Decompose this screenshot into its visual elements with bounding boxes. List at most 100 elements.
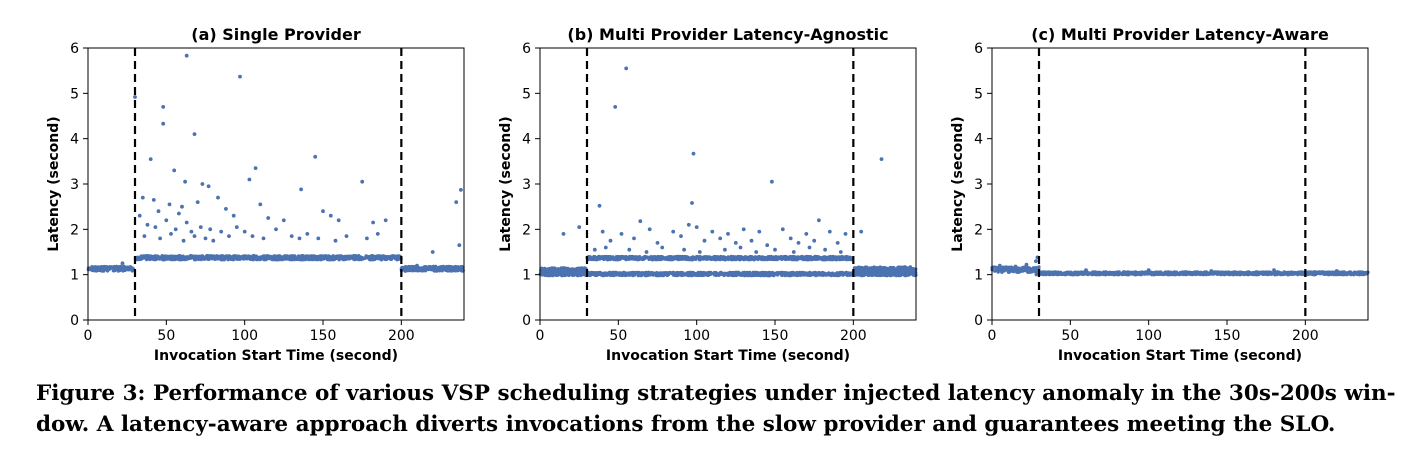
data-point [366,256,370,260]
data-point [234,225,239,230]
data-point [1156,272,1161,276]
data-point [250,234,255,239]
data-point [833,273,837,277]
data-point [434,265,438,269]
data-point [164,218,169,223]
data-point [788,236,793,241]
data-point [258,257,263,261]
data-point [118,268,122,272]
data-point [646,272,650,276]
data-point [127,266,132,270]
data-point [647,227,652,232]
data-point [383,218,388,223]
data-point [762,257,766,262]
data-point [389,257,393,261]
data-point [89,267,93,272]
data-point [600,273,604,277]
data-point [720,255,725,259]
data-point [713,270,718,275]
data-point [654,271,659,275]
data-point [819,257,823,261]
data-point [177,211,181,216]
data-point [831,256,835,261]
data-point [795,271,799,276]
data-point [591,271,596,275]
data-point [718,236,723,241]
data-point [577,225,582,230]
data-point [238,74,242,79]
data-point [737,256,741,260]
data-point [679,234,683,239]
data-point [181,238,186,243]
data-point [765,272,769,276]
y-tick-label: 4 [522,132,531,148]
data-point [837,273,842,277]
data-point [137,213,142,218]
data-point [331,254,335,258]
data-point [1049,272,1054,276]
x-tick-label: 0 [84,328,93,344]
data-point [109,266,113,270]
data-point [650,272,655,276]
data-point [347,255,351,260]
data-point [365,236,369,241]
data-point [749,238,754,243]
data-point [453,264,458,269]
data-point [370,255,374,259]
data-point [277,256,281,260]
data-point [547,270,551,275]
data-point [308,256,312,260]
x-tick-label: 0 [536,328,545,344]
data-point [691,151,696,156]
data-point [1088,272,1092,276]
data-point [1166,271,1171,276]
data-point [454,200,459,205]
data-point [887,269,892,273]
y-tick-label: 1 [522,268,531,284]
data-point [317,255,321,260]
data-point [666,271,670,276]
data-point [421,268,425,272]
data-point [613,105,618,109]
data-point [358,255,363,259]
data-point [1217,270,1221,275]
data-point [884,269,888,273]
y-tick-label: 2 [522,222,531,238]
data-point [231,213,236,218]
data-point [547,268,551,272]
data-point [281,218,286,223]
data-point [459,188,463,192]
data-point [322,257,326,261]
data-point [675,255,679,259]
data-point [285,254,290,258]
data-point [655,241,660,245]
data-point [821,272,825,277]
data-point [835,241,840,245]
data-point [1162,271,1166,275]
data-point [760,270,764,275]
data-point [176,256,180,260]
data-point [813,257,818,261]
data-point [266,256,271,261]
data-point [566,266,570,271]
data-point [571,271,575,276]
data-point [1354,270,1358,275]
data-point [430,250,435,254]
data-point [785,256,789,260]
data-point [1124,272,1129,277]
data-point [1015,270,1020,274]
data-point [752,257,756,262]
data-point [630,271,634,275]
data-point [1121,270,1126,274]
data-point [353,254,357,258]
data-point [1004,265,1009,269]
data-point [840,254,844,259]
data-point [594,256,598,260]
data-point [1095,272,1099,276]
data-point [1238,270,1242,274]
data-point [375,255,379,259]
y-tick-label: 3 [70,177,79,193]
data-point [726,232,730,236]
data-point [1290,272,1294,276]
